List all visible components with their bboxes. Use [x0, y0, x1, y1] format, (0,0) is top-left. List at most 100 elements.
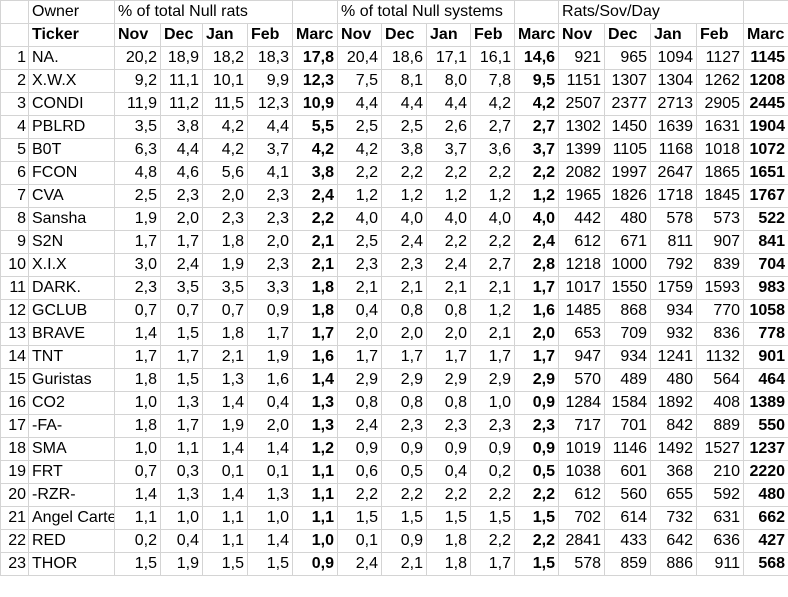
value-cell[interactable]: 934: [650, 299, 698, 323]
value-cell[interactable]: 1,2: [426, 184, 472, 208]
month-header[interactable]: Marc: [743, 23, 788, 47]
value-cell[interactable]: 1,7: [246, 322, 294, 346]
value-cell[interactable]: 2,9: [514, 368, 560, 392]
value-cell[interactable]: 1145: [743, 46, 788, 70]
value-cell[interactable]: 2,0: [202, 184, 248, 208]
value-cell[interactable]: 1,8: [292, 276, 339, 300]
value-cell[interactable]: 2507: [558, 92, 606, 116]
value-cell[interactable]: 2,0: [337, 322, 383, 346]
value-cell[interactable]: 427: [743, 529, 788, 553]
value-cell[interactable]: 1,4: [202, 437, 248, 461]
value-cell[interactable]: 836: [696, 322, 745, 346]
value-cell[interactable]: 2,4: [337, 552, 383, 576]
value-cell[interactable]: 2,7: [470, 115, 516, 139]
value-cell[interactable]: 4,0: [514, 207, 560, 231]
value-cell[interactable]: 1,7: [160, 230, 203, 254]
value-cell[interactable]: 841: [743, 230, 788, 254]
value-cell[interactable]: 1631: [696, 115, 745, 139]
value-cell[interactable]: 3,3: [246, 276, 294, 300]
value-cell[interactable]: 1,5: [246, 552, 294, 576]
value-cell[interactable]: 8,1: [381, 69, 428, 93]
value-cell[interactable]: 642: [650, 529, 698, 553]
value-cell[interactable]: 1,2: [292, 437, 339, 461]
value-cell[interactable]: 701: [604, 414, 652, 438]
value-cell[interactable]: 1,4: [292, 368, 339, 392]
value-cell[interactable]: 2,9: [337, 368, 383, 392]
value-cell[interactable]: 0,9: [381, 437, 428, 461]
value-cell[interactable]: 4,4: [381, 92, 428, 116]
value-cell[interactable]: 1,8: [202, 322, 248, 346]
value-cell[interactable]: 901: [743, 345, 788, 369]
ticker-cell[interactable]: PBLRD: [28, 115, 115, 139]
value-cell[interactable]: 631: [696, 506, 745, 530]
value-cell[interactable]: 886: [650, 552, 698, 576]
value-cell[interactable]: 564: [696, 368, 745, 392]
value-cell[interactable]: 0,4: [160, 529, 203, 553]
value-cell[interactable]: 20,2: [114, 46, 161, 70]
row-number[interactable]: 23: [0, 552, 29, 576]
value-cell[interactable]: 4,0: [470, 207, 516, 231]
ticker-cell[interactable]: X.W.X: [28, 69, 115, 93]
value-cell[interactable]: 671: [604, 230, 652, 254]
value-cell[interactable]: 2,2: [426, 483, 472, 507]
ticker-cell[interactable]: CVA: [28, 184, 115, 208]
value-cell[interactable]: 1072: [743, 138, 788, 162]
month-header[interactable]: Dec: [160, 23, 203, 47]
value-cell[interactable]: 612: [558, 483, 606, 507]
value-cell[interactable]: 3,6: [470, 138, 516, 162]
value-cell[interactable]: 1,0: [470, 391, 516, 415]
ticker-cell[interactable]: -FA-: [28, 414, 115, 438]
value-cell[interactable]: 1865: [696, 161, 745, 185]
value-cell[interactable]: 842: [650, 414, 698, 438]
month-header[interactable]: Dec: [604, 23, 652, 47]
value-cell[interactable]: 1,1: [114, 506, 161, 530]
value-cell[interactable]: 7,8: [470, 69, 516, 93]
value-cell[interactable]: 868: [604, 299, 652, 323]
value-cell[interactable]: 1,7: [514, 345, 560, 369]
value-cell[interactable]: 2,2: [381, 483, 428, 507]
value-cell[interactable]: 3,7: [246, 138, 294, 162]
value-cell[interactable]: 18,9: [160, 46, 203, 70]
value-cell[interactable]: 0,4: [246, 391, 294, 415]
value-cell[interactable]: 0,8: [381, 299, 428, 323]
value-cell[interactable]: 1,5: [160, 368, 203, 392]
value-cell[interactable]: 2,1: [470, 322, 516, 346]
value-cell[interactable]: 1208: [743, 69, 788, 93]
value-cell[interactable]: 2,2: [514, 483, 560, 507]
value-cell[interactable]: 0,4: [426, 460, 472, 484]
value-cell[interactable]: 573: [696, 207, 745, 231]
month-header[interactable]: Nov: [114, 23, 161, 47]
value-cell[interactable]: 704: [743, 253, 788, 277]
ticker-cell[interactable]: DARK.: [28, 276, 115, 300]
value-cell[interactable]: 1,1: [292, 506, 339, 530]
value-cell[interactable]: 612: [558, 230, 606, 254]
row-number[interactable]: 1: [0, 46, 29, 70]
value-cell[interactable]: 1017: [558, 276, 606, 300]
value-cell[interactable]: 2,3: [246, 253, 294, 277]
month-header[interactable]: Feb: [470, 23, 516, 47]
value-cell[interactable]: 2,2: [426, 230, 472, 254]
value-cell[interactable]: 655: [650, 483, 698, 507]
value-cell[interactable]: 4,2: [292, 138, 339, 162]
ticker-cell[interactable]: -RZR-: [28, 483, 115, 507]
value-cell[interactable]: 2,1: [202, 345, 248, 369]
value-cell[interactable]: 2713: [650, 92, 698, 116]
value-cell[interactable]: 1,4: [114, 483, 161, 507]
value-cell[interactable]: 1639: [650, 115, 698, 139]
value-cell[interactable]: 0,6: [337, 460, 383, 484]
value-cell[interactable]: 578: [650, 207, 698, 231]
value-cell[interactable]: 0,9: [514, 391, 560, 415]
value-cell[interactable]: 614: [604, 506, 652, 530]
value-cell[interactable]: 5,6: [202, 161, 248, 185]
value-cell[interactable]: 18,6: [381, 46, 428, 70]
value-cell[interactable]: 2,3: [337, 253, 383, 277]
value-cell[interactable]: 464: [743, 368, 788, 392]
value-cell[interactable]: 2,2: [514, 529, 560, 553]
value-cell[interactable]: 550: [743, 414, 788, 438]
value-cell[interactable]: 4,4: [160, 138, 203, 162]
value-cell[interactable]: 4,4: [337, 92, 383, 116]
value-cell[interactable]: 1399: [558, 138, 606, 162]
value-cell[interactable]: 0,7: [202, 299, 248, 323]
month-header[interactable]: Feb: [696, 23, 745, 47]
row-number[interactable]: 12: [0, 299, 29, 323]
